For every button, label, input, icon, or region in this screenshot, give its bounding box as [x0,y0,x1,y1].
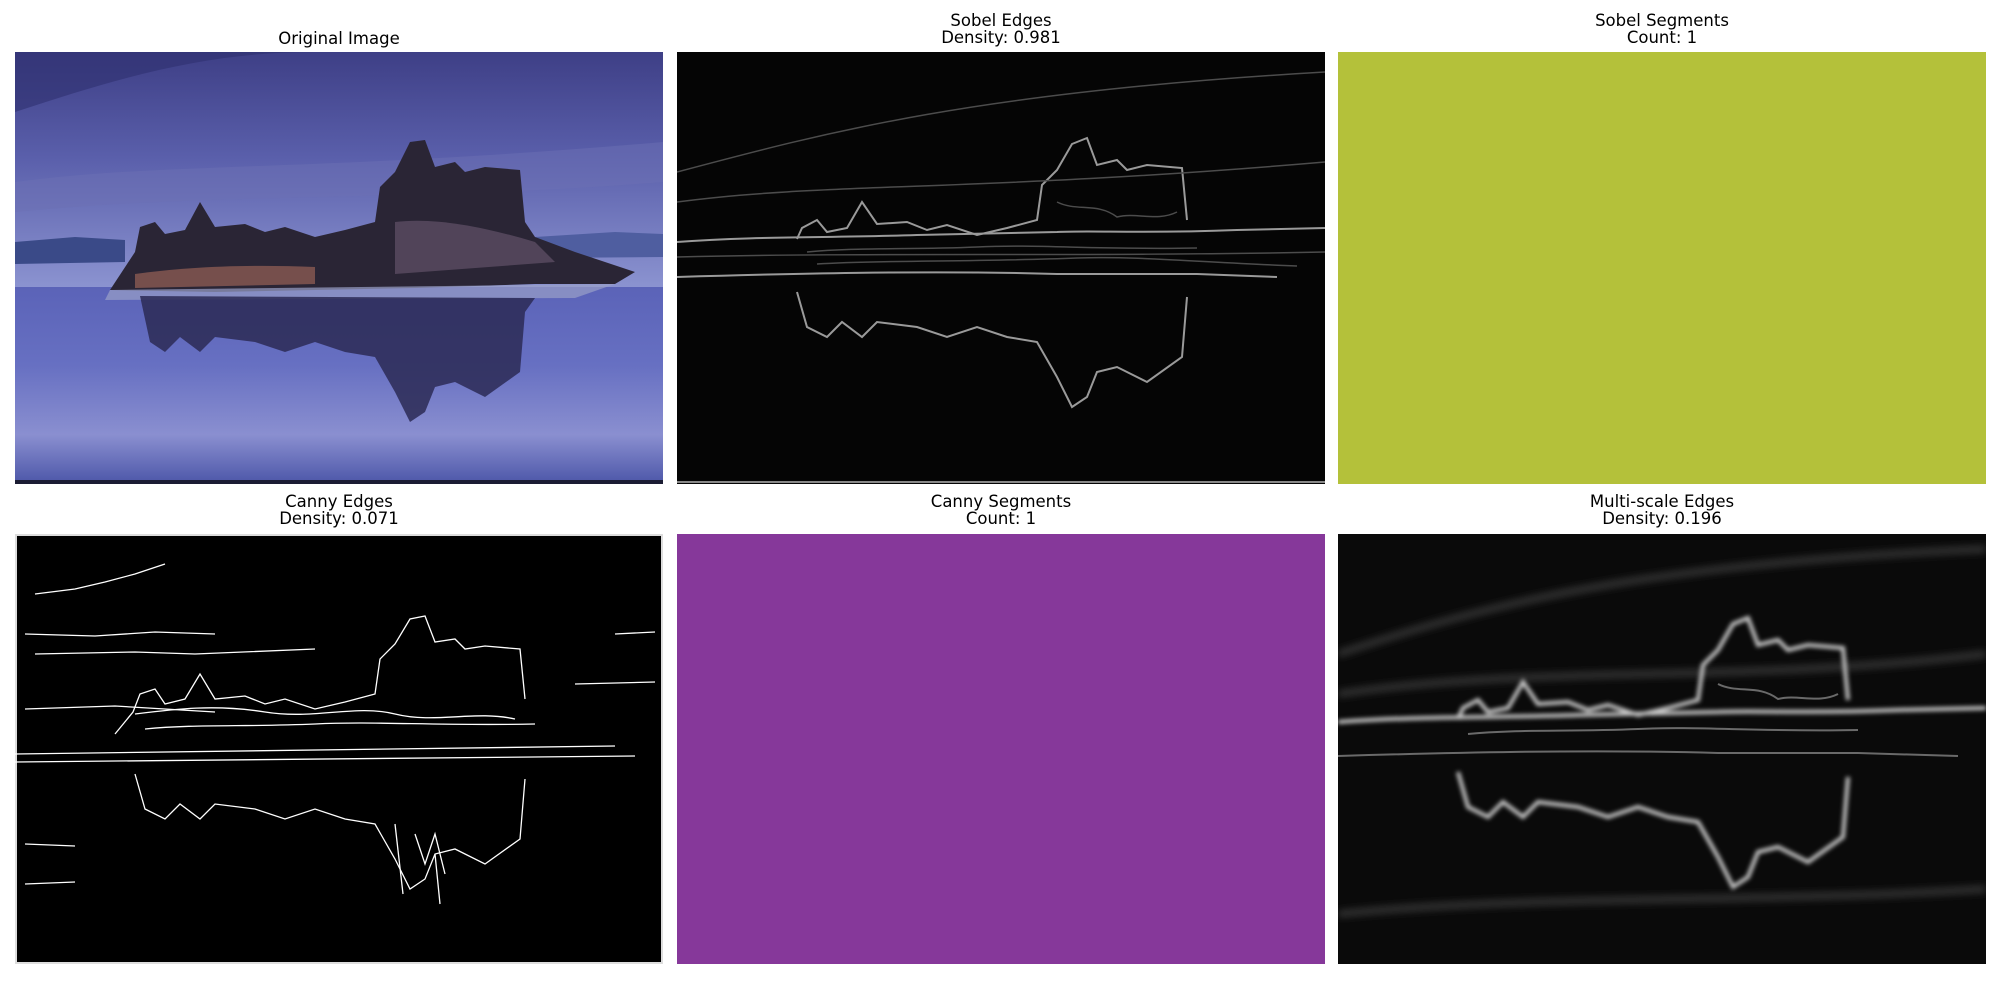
panel-title: Canny Edges Density: 0.071 [15,493,663,527]
panel-title-text: Sobel Segments [1595,11,1729,30]
panel-sobel-segments: Sobel Segments Count: 1 [1338,11,1986,486]
panel-title-text: Canny Segments [930,492,1072,511]
panel-subtitle-count: Count: 1 [1626,28,1698,47]
panel-canny-edges: Canny Edges Density: 0.071 [15,492,663,964]
panel-subtitle-count: Count: 1 [965,509,1037,528]
canny-edges-image [15,534,663,964]
panel-title: Sobel Segments Count: 1 [1338,12,1986,46]
canny-edge-map [15,534,663,964]
canny-segments-image [677,534,1325,964]
panel-title: Multi-scale Edges Density: 0.196 [1338,493,1986,527]
panel-title-text: Canny Edges [285,492,393,511]
panel-subtitle-density: Density: 0.196 [1602,509,1722,528]
panel-title: Sobel Edges Density: 0.981 [677,12,1325,46]
panel-subtitle-density: Density: 0.981 [941,28,1061,47]
original-image [15,52,663,484]
panel-sobel-edges: Sobel Edges Density: 0.981 [677,11,1325,486]
panel-subtitle-density: Density: 0.071 [279,509,399,528]
panel-original-image: Original Image [15,28,663,486]
sobel-segments-image [1338,52,1986,484]
panel-title-text: Original Image [278,29,400,48]
panel-title: Original Image [15,30,663,47]
multiscale-edge-map [1338,534,1986,964]
panel-title-text: Sobel Edges [950,11,1052,30]
lake-landscape-picture [15,52,663,484]
panel-title-text: Multi-scale Edges [1589,492,1735,511]
panel-multiscale-edges: Multi-scale Edges Density: 0.196 [1338,492,1986,964]
panel-title: Canny Segments Count: 1 [677,493,1325,527]
multiscale-edges-image [1338,534,1986,964]
sobel-edge-map [677,52,1325,484]
panel-canny-segments: Canny Segments Count: 1 [677,492,1325,964]
sobel-edges-image [677,52,1325,484]
